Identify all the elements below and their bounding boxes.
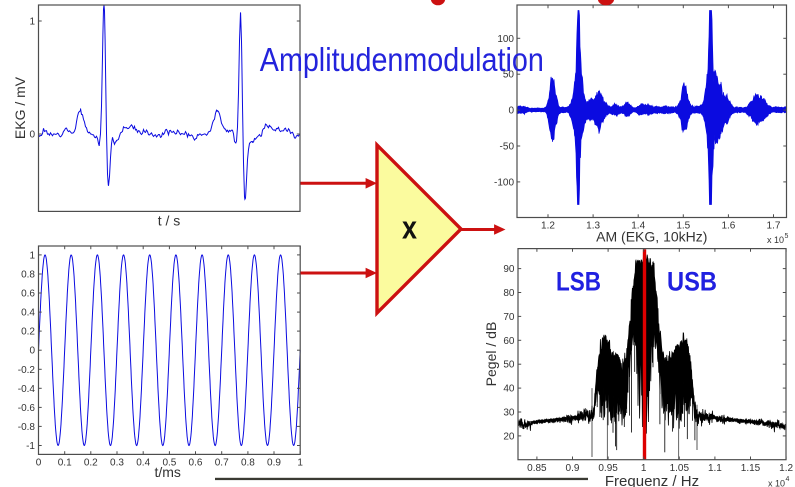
- svg-text:1.3: 1.3: [586, 221, 600, 232]
- svg-text:-0.6: -0.6: [18, 403, 36, 414]
- svg-text:1.4: 1.4: [631, 221, 645, 232]
- svg-text:70: 70: [503, 312, 515, 323]
- svg-text:0.95: 0.95: [598, 463, 618, 474]
- svg-text:0.85: 0.85: [527, 463, 547, 474]
- svg-text:5: 5: [785, 233, 789, 240]
- svg-text:0.9: 0.9: [566, 463, 580, 474]
- svg-text:1: 1: [297, 457, 303, 468]
- svg-text:0.9: 0.9: [267, 457, 281, 468]
- svg-text:50: 50: [503, 360, 515, 371]
- svg-text:1.7: 1.7: [767, 221, 781, 232]
- svg-text:0: 0: [508, 106, 514, 117]
- svg-text:0.3: 0.3: [110, 457, 124, 468]
- svg-text:-0.4: -0.4: [18, 384, 36, 395]
- svg-text:20: 20: [503, 431, 515, 442]
- svg-text:x: x: [402, 210, 417, 246]
- svg-text:EKG / mV: EKG / mV: [12, 76, 28, 139]
- svg-text:t / s: t / s: [158, 213, 181, 229]
- svg-text:0: 0: [36, 457, 42, 468]
- svg-text:1.2: 1.2: [541, 221, 555, 232]
- svg-text:80: 80: [503, 288, 515, 299]
- svg-text:0: 0: [29, 346, 35, 357]
- svg-text:t/ms: t/ms: [154, 464, 180, 480]
- svg-text:0.5: 0.5: [162, 457, 176, 468]
- svg-text:60: 60: [503, 336, 515, 347]
- svg-text:50: 50: [503, 70, 515, 81]
- svg-text:0.8: 0.8: [21, 270, 35, 281]
- svg-text:1.05: 1.05: [670, 463, 690, 474]
- svg-text:0.7: 0.7: [215, 457, 229, 468]
- svg-text:-0.8: -0.8: [18, 422, 36, 433]
- svg-text:-100: -100: [494, 177, 514, 188]
- svg-text:0.8: 0.8: [241, 457, 255, 468]
- svg-text:0.6: 0.6: [21, 289, 35, 300]
- svg-text:-0.2: -0.2: [18, 365, 36, 376]
- svg-text:30: 30: [503, 408, 515, 419]
- svg-text:x 10: x 10: [768, 479, 785, 487]
- svg-text:100: 100: [497, 34, 514, 45]
- svg-text:40: 40: [503, 384, 515, 395]
- svg-text:-1: -1: [26, 441, 35, 452]
- svg-text:1.1: 1.1: [708, 463, 722, 474]
- svg-text:1.5: 1.5: [676, 221, 690, 232]
- svg-text:Frequenz / Hz: Frequenz / Hz: [605, 473, 699, 487]
- svg-text:1.6: 1.6: [721, 221, 735, 232]
- svg-text:LSB: LSB: [556, 267, 601, 297]
- svg-text:1.2: 1.2: [779, 463, 793, 474]
- svg-text:0.2: 0.2: [84, 457, 98, 468]
- svg-text:90: 90: [503, 264, 515, 275]
- svg-text:0: 0: [29, 130, 35, 141]
- svg-text:0.2: 0.2: [21, 327, 35, 338]
- svg-text:0.4: 0.4: [136, 457, 150, 468]
- svg-text:0.1: 0.1: [58, 457, 72, 468]
- svg-text:-50: -50: [500, 142, 515, 153]
- svg-text:1: 1: [29, 250, 35, 261]
- svg-text:AM (EKG, 10kHz): AM (EKG, 10kHz): [596, 229, 707, 245]
- svg-text:Pegel / dB: Pegel / dB: [483, 322, 499, 387]
- svg-text:1: 1: [641, 463, 647, 474]
- svg-text:Amplitudenmodulation: Amplitudenmodulation: [260, 42, 544, 79]
- svg-text:1: 1: [29, 17, 35, 28]
- svg-text:0.6: 0.6: [189, 457, 203, 468]
- svg-text:0.4: 0.4: [21, 308, 35, 319]
- svg-text:1.15: 1.15: [741, 463, 761, 474]
- svg-text:USB: USB: [667, 267, 717, 297]
- svg-text:4: 4: [786, 476, 790, 483]
- svg-text:x 10: x 10: [767, 235, 784, 245]
